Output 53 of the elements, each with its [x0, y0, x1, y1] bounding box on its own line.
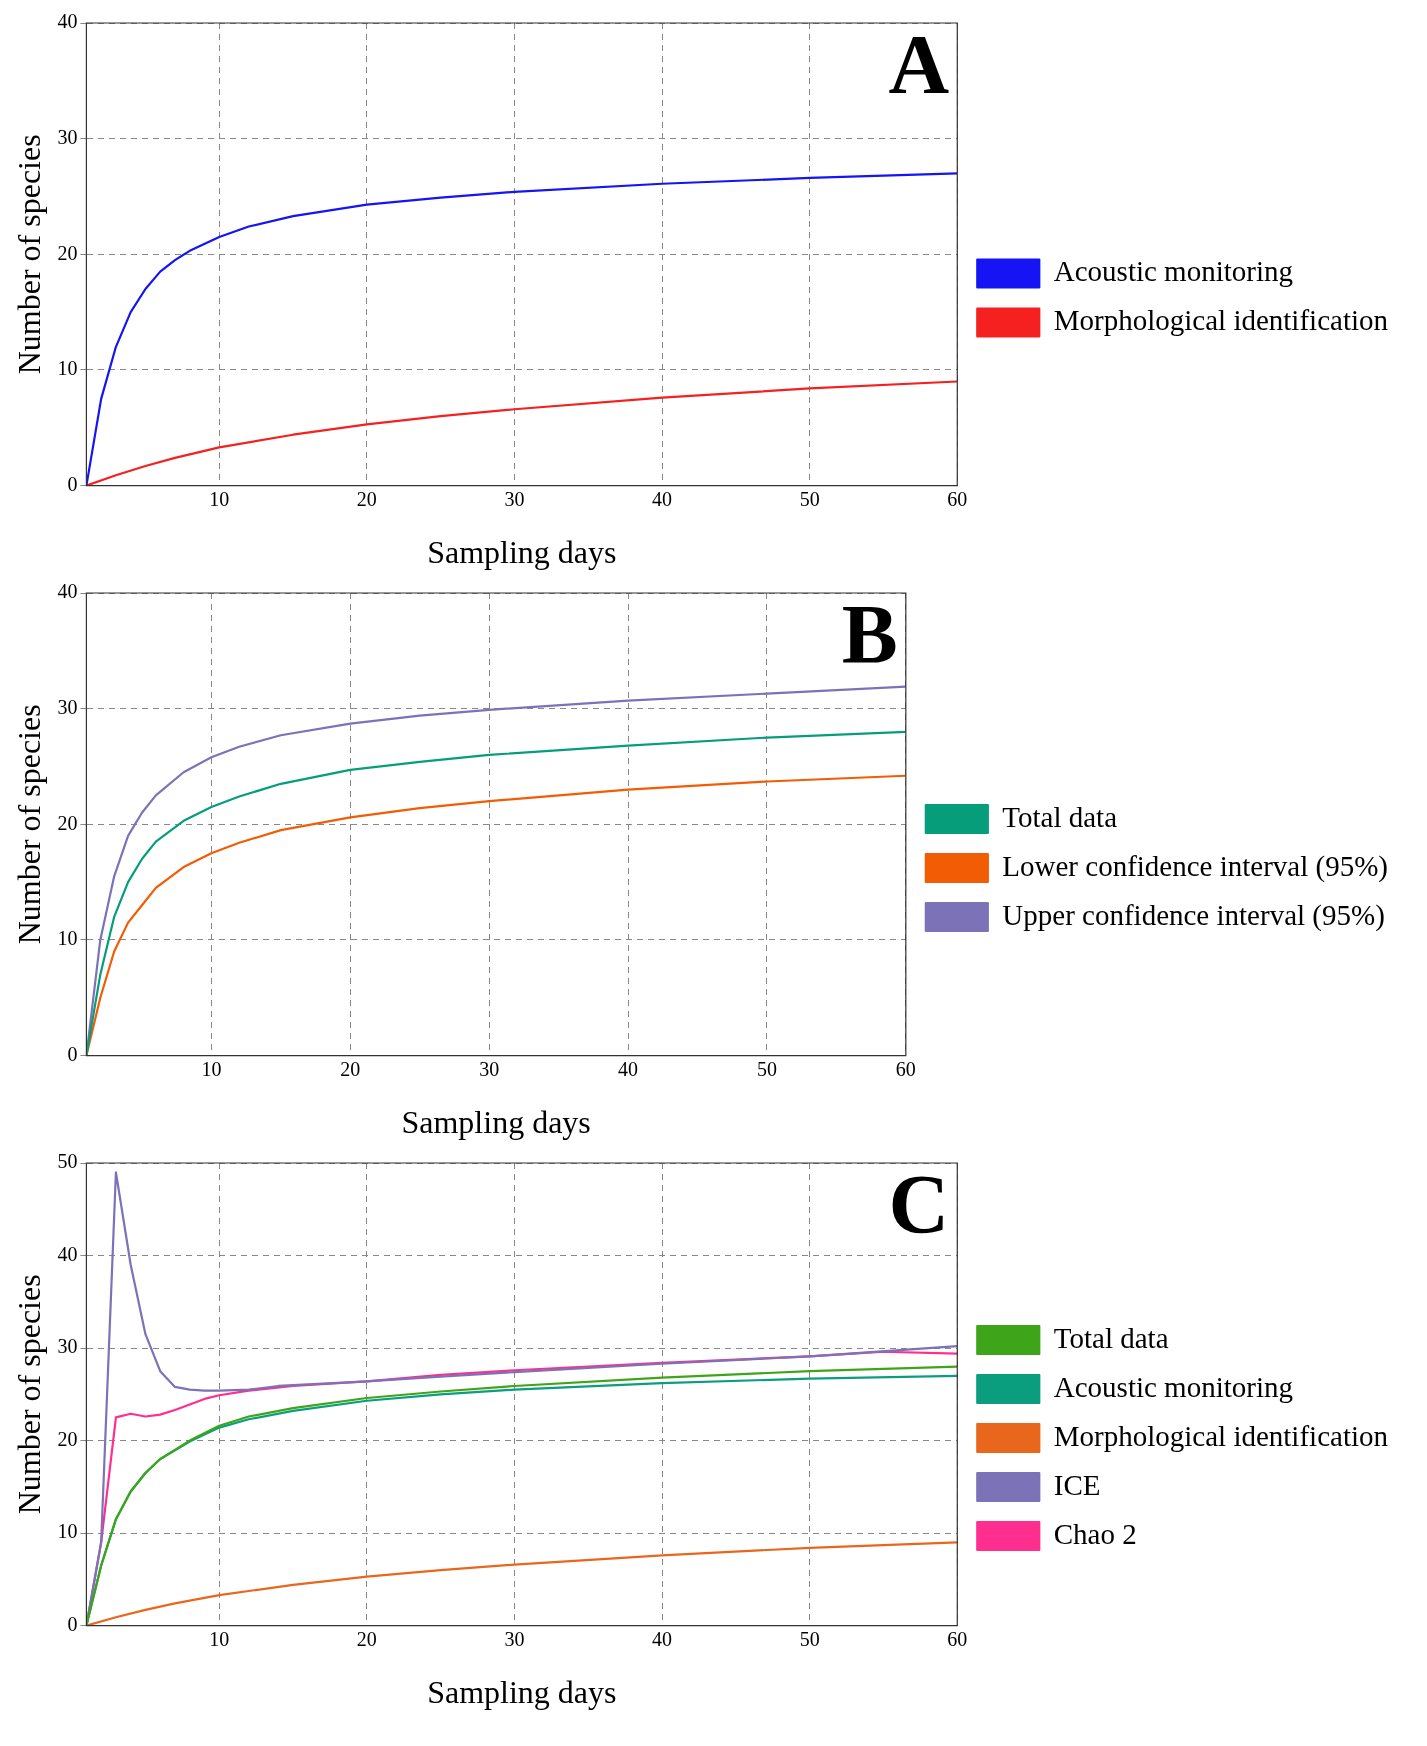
chart-title: A: [888, 17, 950, 111]
x-tick-label: 60: [947, 487, 968, 510]
chart-title: B: [841, 587, 898, 681]
y-tick-label: 20: [57, 1427, 78, 1450]
x-tick-label: 40: [652, 1627, 673, 1650]
y-axis-title: Number of species: [10, 134, 47, 375]
legend-label: Morphological identification: [1053, 1419, 1389, 1452]
x-tick-label: 50: [799, 487, 820, 510]
x-tick-label: 10: [209, 487, 230, 510]
x-tick-label: 20: [340, 1057, 361, 1080]
y-tick-label: 10: [57, 357, 78, 380]
x-axis-title: Sampling days: [401, 1104, 591, 1141]
x-axis-title: Sampling days: [427, 1674, 617, 1711]
y-axis-title: Number of species: [10, 704, 47, 945]
y-tick-label: 30: [57, 125, 78, 148]
legend-label: Acoustic monitoring: [1053, 1370, 1294, 1403]
x-tick-label: 30: [504, 487, 525, 510]
x-axis-title: Sampling days: [427, 534, 617, 571]
y-tick-label: 10: [57, 927, 78, 950]
x-tick-label: 40: [618, 1057, 639, 1080]
legend-label: Chao 2: [1053, 1517, 1137, 1550]
legend-label: Acoustic monitoring: [1053, 255, 1294, 288]
x-tick-label: 50: [756, 1057, 777, 1080]
y-tick-label: 10: [57, 1520, 78, 1543]
x-tick-label: 10: [209, 1627, 230, 1650]
y-tick-label: 40: [57, 10, 78, 33]
x-tick-label: 20: [356, 487, 377, 510]
y-axis-title: Number of species: [10, 1274, 47, 1515]
y-tick-label: 50: [57, 1150, 78, 1173]
x-tick-label: 20: [356, 1627, 377, 1650]
y-tick-label: 20: [57, 811, 78, 834]
y-tick-label: 20: [57, 241, 78, 264]
y-tick-label: 40: [57, 580, 78, 603]
x-tick-label: 30: [479, 1057, 500, 1080]
legend-label: Upper confidence interval (95%): [1002, 898, 1385, 932]
y-tick-label: 40: [57, 1242, 78, 1265]
chart-title: C: [888, 1157, 950, 1251]
legend-label: Total data: [1053, 1321, 1169, 1354]
y-tick-label: 0: [67, 1612, 78, 1635]
y-tick-label: 0: [67, 472, 78, 495]
y-tick-label: 30: [57, 1335, 78, 1358]
y-tick-label: 0: [67, 1042, 78, 1065]
x-tick-label: 40: [652, 487, 673, 510]
y-tick-label: 30: [57, 695, 78, 718]
x-tick-label: 50: [799, 1627, 820, 1650]
legend-label: ICE: [1053, 1468, 1101, 1501]
legend-label: Lower confidence interval (95%): [1002, 849, 1389, 883]
x-tick-label: 60: [895, 1057, 916, 1080]
x-tick-label: 60: [947, 1627, 968, 1650]
x-tick-label: 10: [201, 1057, 222, 1080]
legend-label: Total data: [1002, 800, 1118, 833]
x-tick-label: 30: [504, 1627, 525, 1650]
legend-label: Morphological identification: [1053, 304, 1389, 337]
